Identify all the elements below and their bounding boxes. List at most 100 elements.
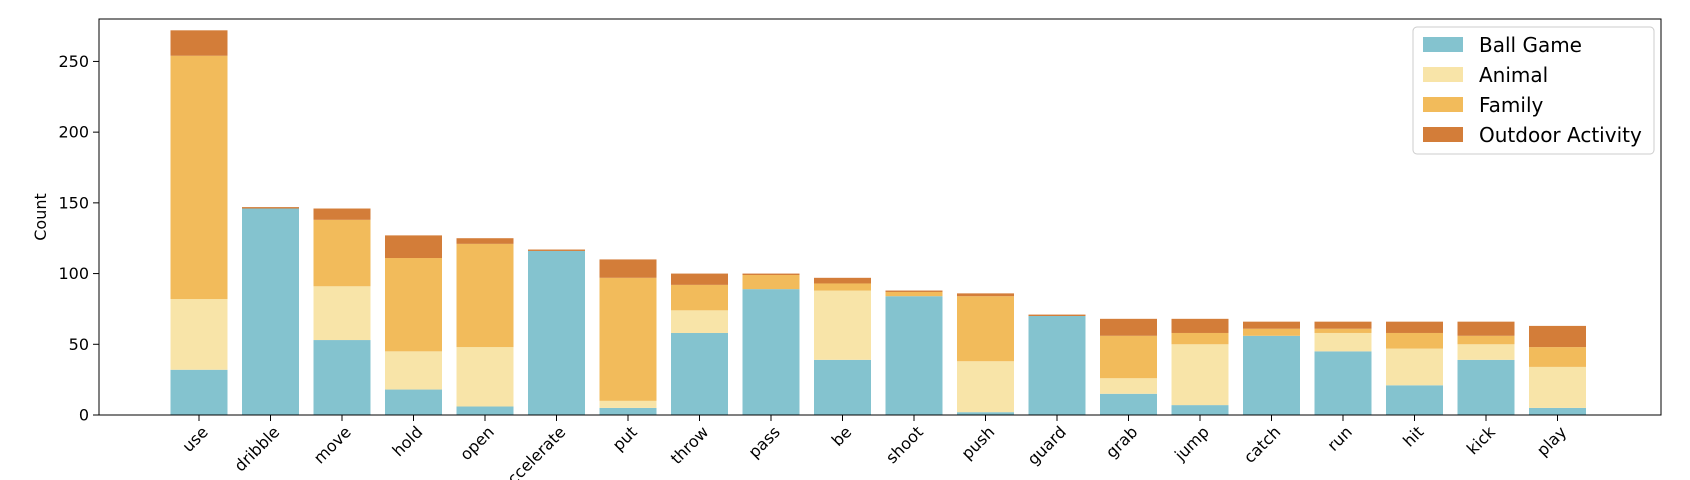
legend-swatch-ball-game	[1423, 37, 1463, 52]
y-tick-label: 0	[79, 406, 89, 425]
bar-open-outdoor-activity	[456, 238, 514, 244]
y-tick-label: 100	[58, 264, 89, 283]
bar-put-outdoor-activity	[599, 259, 657, 278]
x-tick-label-throw: throw	[667, 422, 713, 468]
x-tick-label-push: push	[957, 422, 998, 463]
legend-label-family: Family	[1479, 93, 1544, 117]
bar-play-ball-game	[1529, 407, 1586, 415]
bar-throw-outdoor-activity	[671, 273, 728, 285]
x-tick-label-move: move	[310, 422, 355, 467]
bar-move-family	[313, 219, 371, 287]
bar-kick-animal	[1457, 344, 1515, 360]
bar-hit-outdoor-activity	[1386, 321, 1443, 333]
bar-push-family	[957, 296, 1014, 362]
bar-hit-family	[1386, 332, 1443, 349]
bar-shoot-family	[885, 291, 943, 297]
x-tick-label-open: open	[456, 422, 498, 464]
bar-play-family	[1529, 347, 1586, 367]
bar-use-ball-game	[170, 369, 228, 415]
bar-dribble-ball-game	[242, 208, 299, 415]
legend-swatch-outdoor-activity	[1423, 127, 1463, 142]
bar-open-family	[456, 243, 514, 348]
bar-push-outdoor-activity	[957, 293, 1014, 297]
bar-hit-animal	[1386, 348, 1443, 386]
bar-put-ball-game	[599, 407, 657, 415]
bar-accelerate-ball-game	[528, 250, 585, 415]
bar-shoot-outdoor-activity	[885, 290, 943, 292]
bar-grab-ball-game	[1100, 393, 1157, 415]
x-tick-label-hold: hold	[388, 422, 426, 460]
bar-jump-outdoor-activity	[1171, 318, 1229, 333]
bar-pass-ball-game	[742, 289, 800, 415]
bar-run-ball-game	[1314, 351, 1372, 415]
legend-label-animal: Animal	[1479, 63, 1548, 87]
x-tick-label-accelerate: accelerate	[496, 422, 569, 480]
bar-run-outdoor-activity	[1314, 321, 1372, 329]
bar-guard-outdoor-activity	[1028, 314, 1086, 316]
bar-play-outdoor-activity	[1529, 325, 1586, 348]
bar-catch-family	[1243, 328, 1300, 336]
x-tick-label-use: use	[178, 422, 211, 455]
x-tick-label-put: put	[609, 422, 641, 454]
bar-kick-family	[1457, 335, 1515, 345]
bar-dribble-outdoor-activity	[242, 207, 299, 209]
legend-swatch-animal	[1423, 67, 1463, 82]
y-tick-label: 150	[58, 193, 89, 212]
bar-grab-animal	[1100, 378, 1157, 394]
bar-grab-family	[1100, 335, 1157, 379]
bar-hold-ball-game	[385, 389, 442, 415]
legend-swatch-family	[1423, 97, 1463, 112]
x-tick-label-be: be	[828, 422, 856, 450]
legend-label-ball-game: Ball Game	[1479, 33, 1582, 57]
bar-throw-ball-game	[671, 332, 728, 415]
x-tick-label-hit: hit	[1399, 422, 1427, 450]
x-tick-label-shoot: shoot	[882, 422, 927, 467]
bar-open-animal	[456, 347, 514, 407]
bar-be-family	[814, 283, 871, 291]
bar-put-family	[599, 277, 657, 401]
x-tick-label-jump: jump	[1170, 422, 1213, 465]
plot-frame	[98, 18, 1662, 416]
bar-jump-ball-game	[1171, 405, 1229, 415]
x-tick-label-grab: grab	[1102, 422, 1141, 461]
legend-label-outdoor-activity: Outdoor Activity	[1479, 123, 1642, 147]
bar-be-ball-game	[814, 359, 871, 415]
bar-pass-family	[742, 274, 800, 290]
bar-guard-ball-game	[1028, 316, 1086, 415]
y-tick-label: 250	[58, 52, 89, 71]
legend: Ball Game Animal Family Outdoor Activity	[1412, 26, 1655, 155]
bar-move-ball-game	[313, 340, 371, 415]
bar-move-animal	[313, 286, 371, 341]
bar-be-animal	[814, 290, 871, 360]
bar-jump-animal	[1171, 344, 1229, 406]
x-tick-label-kick: kick	[1463, 422, 1499, 458]
bar-hold-animal	[385, 351, 442, 390]
bar-catch-ball-game	[1243, 335, 1300, 415]
y-axis-title: Count	[31, 193, 50, 241]
y-tick-label: 200	[58, 123, 89, 142]
bar-kick-outdoor-activity	[1457, 321, 1515, 336]
bar-use-animal	[170, 299, 228, 370]
bar-be-outdoor-activity	[814, 277, 871, 284]
bar-put-animal	[599, 400, 657, 408]
bar-run-animal	[1314, 332, 1372, 352]
bar-run-family	[1314, 328, 1372, 333]
bar-kick-ball-game	[1457, 359, 1515, 415]
x-tick-label-dribble: dribble	[230, 422, 283, 475]
bar-throw-family	[671, 284, 728, 311]
bar-play-animal	[1529, 366, 1586, 408]
x-tick-label-guard: guard	[1023, 422, 1069, 468]
bar-pass-outdoor-activity	[742, 273, 800, 275]
bar-use-outdoor-activity	[170, 30, 228, 56]
bars-layer	[170, 30, 1586, 415]
bar-use-family	[170, 55, 228, 300]
legend-box	[1412, 26, 1655, 155]
x-tick-label-run: run	[1323, 422, 1355, 454]
bar-push-ball-game	[957, 412, 1014, 415]
bar-catch-outdoor-activity	[1243, 321, 1300, 329]
bar-open-ball-game	[456, 406, 514, 415]
x-tick-label-play: play	[1533, 422, 1570, 459]
bar-move-outdoor-activity	[313, 208, 371, 220]
